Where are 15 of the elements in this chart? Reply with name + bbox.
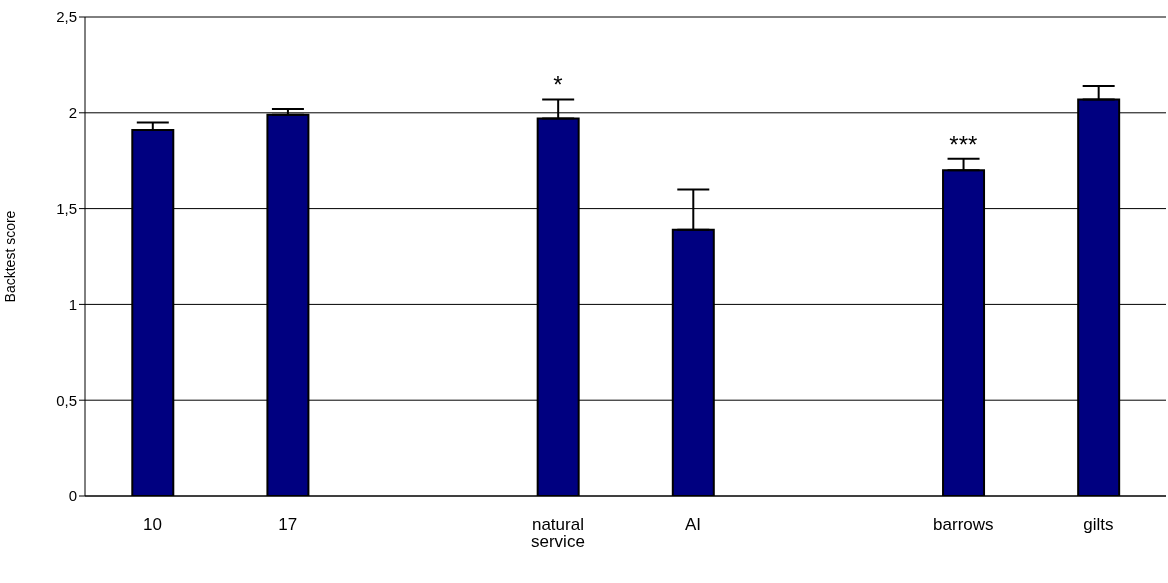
annotation: * <box>553 71 563 99</box>
y-tick-label: 0,5 <box>56 391 77 409</box>
y-tick-label: 1,5 <box>56 199 77 217</box>
x-tick-label: natural service <box>531 515 585 552</box>
x-tick-label: AI <box>685 515 702 535</box>
x-tick-label: 17 <box>278 515 298 535</box>
y-tick-label: 0 <box>68 487 77 505</box>
x-tick-label: barrows <box>933 515 994 535</box>
x-tick-label: gilts <box>1083 515 1114 535</box>
x-tick-label: 10 <box>143 515 163 535</box>
y-tick-label: 2,5 <box>56 8 77 26</box>
y-tick-label: 2 <box>68 104 77 122</box>
annotation: *** <box>949 130 978 158</box>
y-tick-label: 1 <box>68 295 77 313</box>
y-axis-title: Backtest score <box>1 210 18 303</box>
